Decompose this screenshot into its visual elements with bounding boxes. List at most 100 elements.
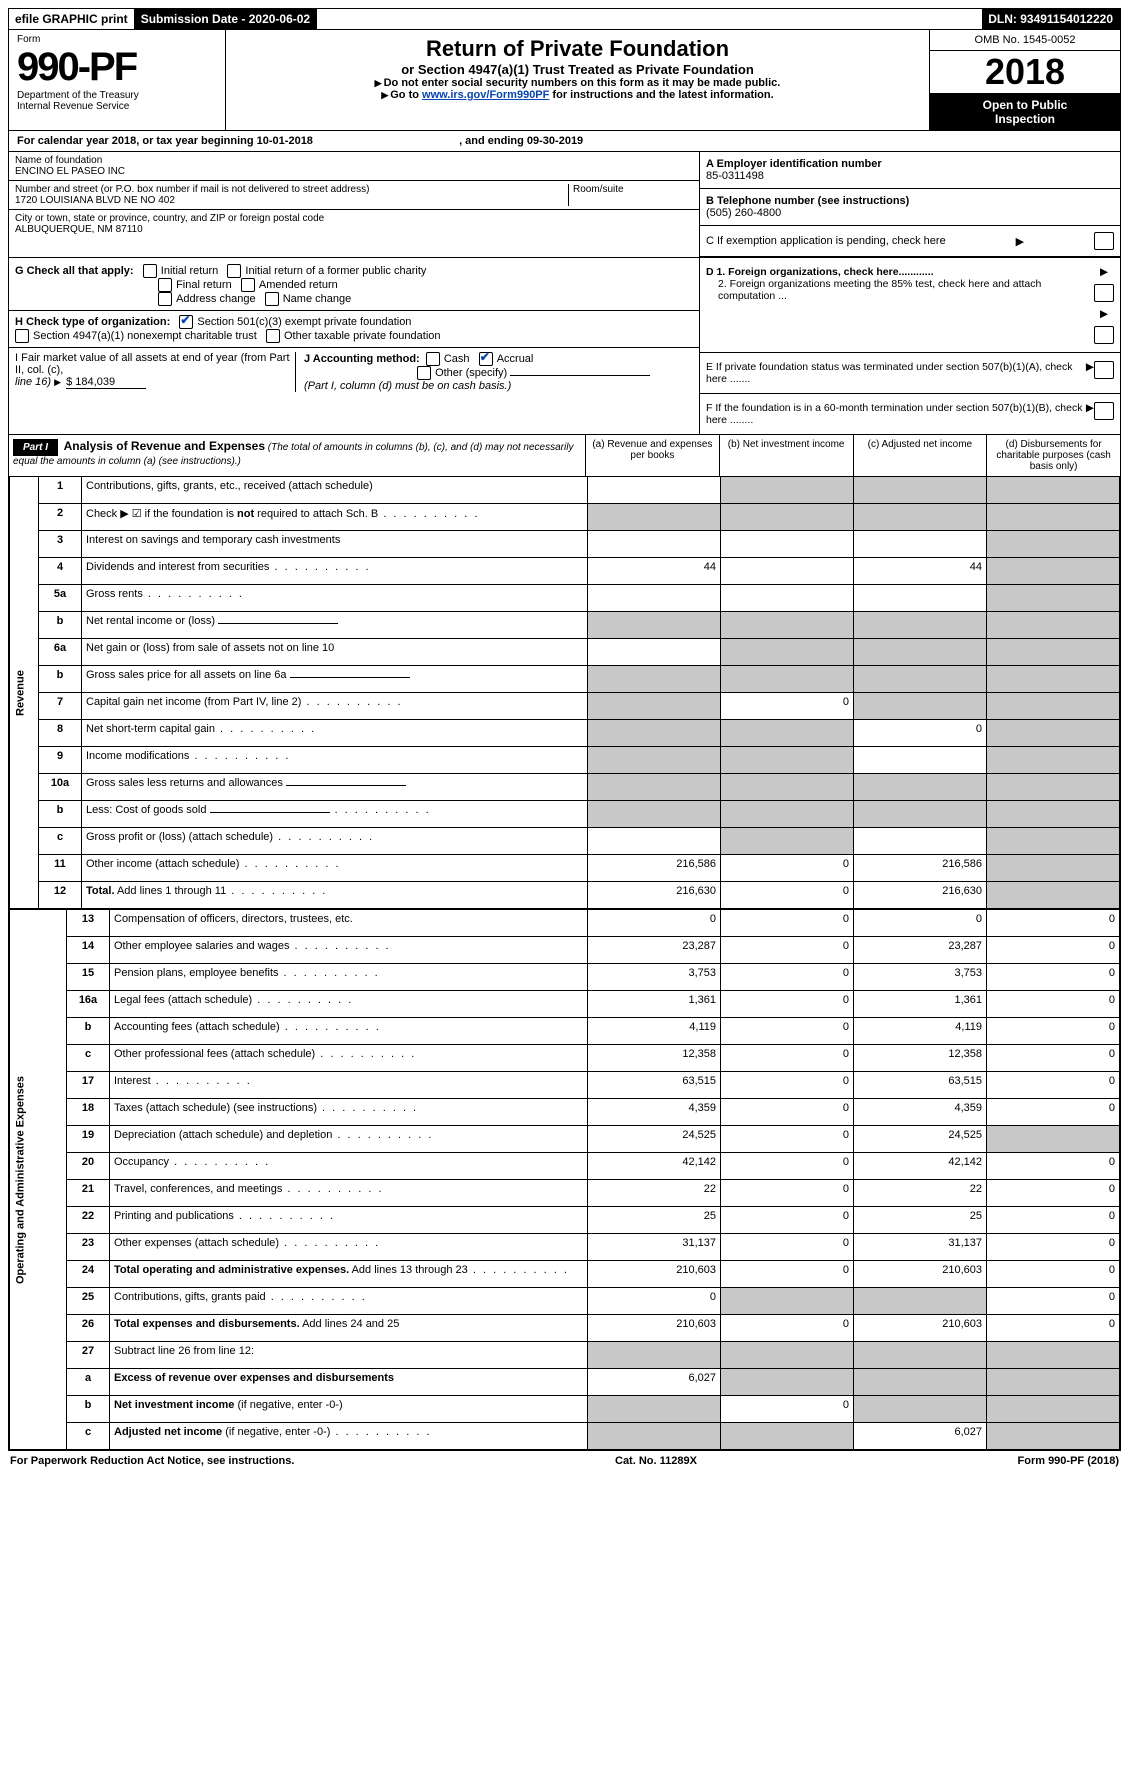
c-checkbox[interactable] bbox=[1094, 232, 1114, 250]
table-row: 4Dividends and interest from securities4… bbox=[10, 558, 1120, 585]
line-number: 13 bbox=[67, 910, 110, 937]
table-row: 21Travel, conferences, and meetings22022… bbox=[10, 1180, 1120, 1207]
cell-value bbox=[588, 531, 721, 558]
j-accrual[interactable] bbox=[479, 352, 493, 366]
h-other-taxable[interactable] bbox=[266, 329, 280, 343]
line-description: Less: Cost of goods sold bbox=[82, 801, 588, 828]
g-check-row: G Check all that apply: Initial return I… bbox=[15, 264, 693, 306]
cell-value: 23,287 bbox=[588, 937, 721, 964]
tax-year: 2018 bbox=[930, 51, 1120, 94]
g-final-return[interactable] bbox=[158, 278, 172, 292]
cell-value bbox=[721, 558, 854, 585]
cell-value: 0 bbox=[721, 1099, 854, 1126]
cell-value: 0 bbox=[854, 720, 987, 747]
cell-value bbox=[854, 828, 987, 855]
cell-value: 0 bbox=[721, 1045, 854, 1072]
f-checkbox[interactable] bbox=[1094, 402, 1114, 420]
g-amended-return[interactable] bbox=[241, 278, 255, 292]
foundation-name-label: Name of foundation bbox=[15, 155, 693, 166]
line-number: 23 bbox=[67, 1234, 110, 1261]
line-number: b bbox=[67, 1396, 110, 1423]
j-cash[interactable] bbox=[426, 352, 440, 366]
cell-value: 0 bbox=[721, 964, 854, 991]
table-row: 20Occupancy42,142042,1420 bbox=[10, 1153, 1120, 1180]
cell-grey bbox=[987, 1369, 1120, 1396]
e-checkbox[interactable] bbox=[1094, 361, 1114, 379]
line-description: Taxes (attach schedule) (see instruction… bbox=[110, 1099, 588, 1126]
cell-value: 4,359 bbox=[588, 1099, 721, 1126]
col-d-header: (d) Disbursements for charitable purpose… bbox=[987, 435, 1120, 476]
line-description: Net gain or (loss) from sale of assets n… bbox=[82, 639, 588, 666]
cell-grey bbox=[588, 504, 721, 531]
cell-grey bbox=[588, 774, 721, 801]
cell-grey bbox=[721, 639, 854, 666]
line-description: Gross sales less returns and allowances bbox=[82, 774, 588, 801]
cell-grey bbox=[721, 774, 854, 801]
g-address-change[interactable] bbox=[158, 292, 172, 306]
table-row: cAdjusted net income (if negative, enter… bbox=[10, 1423, 1120, 1450]
cell-grey bbox=[588, 720, 721, 747]
part-1-title: Analysis of Revenue and Expenses bbox=[64, 439, 265, 453]
j-other[interactable] bbox=[417, 366, 431, 380]
instructions-link[interactable]: www.irs.gov/Form990PF bbox=[422, 89, 549, 101]
part-1-section: Part I Analysis of Revenue and Expenses … bbox=[8, 435, 1121, 1451]
cell-value: 0 bbox=[987, 1072, 1120, 1099]
cell-value: 4,119 bbox=[588, 1018, 721, 1045]
cell-grey bbox=[588, 666, 721, 693]
efile-label: efile GRAPHIC print bbox=[9, 9, 135, 29]
table-row: 9Income modifications bbox=[10, 747, 1120, 774]
cell-value: 0 bbox=[588, 1288, 721, 1315]
e-terminate-block: E If private foundation status was termi… bbox=[700, 353, 1120, 394]
table-row: bLess: Cost of goods sold bbox=[10, 801, 1120, 828]
cell-grey bbox=[854, 639, 987, 666]
line-description: Net short-term capital gain bbox=[82, 720, 588, 747]
g-name-change[interactable] bbox=[265, 292, 279, 306]
cell-value: 210,603 bbox=[588, 1261, 721, 1288]
line-number: b bbox=[39, 801, 82, 828]
line-number: 19 bbox=[67, 1126, 110, 1153]
cell-grey bbox=[854, 1396, 987, 1423]
line-description: Compensation of officers, directors, tru… bbox=[110, 910, 588, 937]
d2-checkbox[interactable] bbox=[1094, 326, 1114, 344]
table-row: 27Subtract line 26 from line 12: bbox=[10, 1342, 1120, 1369]
cell-value: 24,525 bbox=[854, 1126, 987, 1153]
table-row: 7Capital gain net income (from Part IV, … bbox=[10, 693, 1120, 720]
telephone-label: B Telephone number (see instructions) bbox=[706, 195, 909, 207]
cell-value bbox=[721, 585, 854, 612]
form-header: Form 990-PF Department of the Treasury I… bbox=[8, 30, 1121, 131]
cell-grey bbox=[721, 612, 854, 639]
cell-grey bbox=[588, 1342, 721, 1369]
cell-grey bbox=[721, 828, 854, 855]
fmv-value: $ 184,039 bbox=[66, 376, 146, 389]
form-ref: Form 990-PF (2018) bbox=[1018, 1455, 1120, 1467]
i-fmv-block: I Fair market value of all assets at end… bbox=[15, 352, 295, 392]
line-description: Other expenses (attach schedule) bbox=[110, 1234, 588, 1261]
table-row: 19Depreciation (attach schedule) and dep… bbox=[10, 1126, 1120, 1153]
cell-value: 0 bbox=[721, 1126, 854, 1153]
d-foreign-block: D 1. Foreign organizations, check here..… bbox=[700, 258, 1120, 353]
line-description: Adjusted net income (if negative, enter … bbox=[110, 1423, 588, 1450]
cell-grey bbox=[721, 747, 854, 774]
cell-grey bbox=[588, 693, 721, 720]
cell-value: 44 bbox=[588, 558, 721, 585]
table-row: bNet rental income or (loss) bbox=[10, 612, 1120, 639]
cell-grey bbox=[987, 774, 1120, 801]
table-row: 12Total. Add lines 1 through 11216,63002… bbox=[10, 882, 1120, 909]
table-row: Revenue1Contributions, gifts, grants, et… bbox=[10, 477, 1120, 504]
checks-section: G Check all that apply: Initial return I… bbox=[8, 258, 1121, 435]
h-4947a1[interactable] bbox=[15, 329, 29, 343]
table-row: 17Interest63,515063,5150 bbox=[10, 1072, 1120, 1099]
cell-value: 0 bbox=[721, 1180, 854, 1207]
cell-value: 0 bbox=[987, 1207, 1120, 1234]
cell-value bbox=[854, 747, 987, 774]
h-501c3[interactable] bbox=[179, 315, 193, 329]
cell-value bbox=[588, 477, 721, 504]
d1-checkbox[interactable] bbox=[1094, 284, 1114, 302]
cell-grey bbox=[588, 612, 721, 639]
g-initial-return[interactable] bbox=[143, 264, 157, 278]
line-description: Total. Add lines 1 through 11 bbox=[82, 882, 588, 909]
cell-grey bbox=[987, 1342, 1120, 1369]
line-number: b bbox=[39, 612, 82, 639]
top-bar: efile GRAPHIC print Submission Date - 20… bbox=[8, 8, 1121, 30]
g-initial-former[interactable] bbox=[227, 264, 241, 278]
